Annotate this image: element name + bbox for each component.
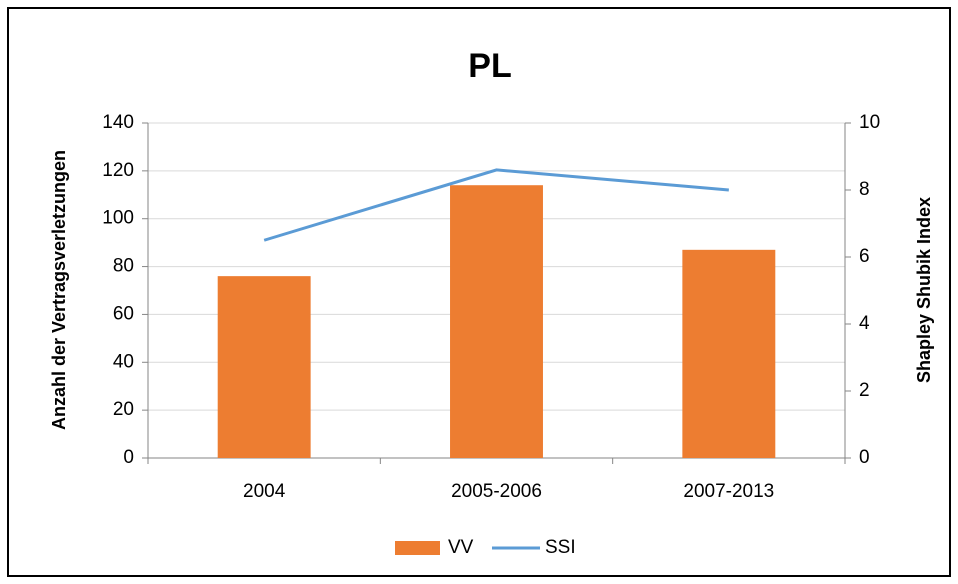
y2-tick-label: 0 <box>859 447 870 468</box>
y-tick-label: 120 <box>102 160 134 181</box>
y-tick-label: 0 <box>123 447 134 468</box>
line <box>263 168 729 242</box>
legend-swatch <box>395 541 440 555</box>
y2-axis-label: Shapley Shubik Index <box>914 197 934 383</box>
y-tick-label: 80 <box>113 256 134 277</box>
y-tick-label: 60 <box>113 303 134 324</box>
y-tick-label: 100 <box>102 208 134 229</box>
y-tick-label: 40 <box>113 351 134 372</box>
y-tick-label: 140 <box>102 112 134 133</box>
chart-title: PL <box>468 47 511 85</box>
y2-tick-label: 10 <box>859 112 880 133</box>
y2-tick-label: 2 <box>859 380 870 401</box>
legend-label: SSI <box>545 537 576 558</box>
bar <box>450 185 543 458</box>
bar <box>682 249 776 458</box>
x-tick-label: 2004 <box>243 481 286 502</box>
y2-tick-label: 8 <box>859 179 870 200</box>
y2-tick-label: 4 <box>859 313 870 334</box>
x-tick-label: 2005-2006 <box>451 481 542 502</box>
y2-tick-label: 6 <box>859 246 870 267</box>
bar <box>217 276 311 458</box>
y-tick-label: 20 <box>113 399 134 420</box>
legend-label: VV <box>448 537 474 558</box>
x-tick-label: 2007-2013 <box>683 481 774 502</box>
y-axis-label: Anzahl der Vertragsverletzungen <box>49 150 69 430</box>
